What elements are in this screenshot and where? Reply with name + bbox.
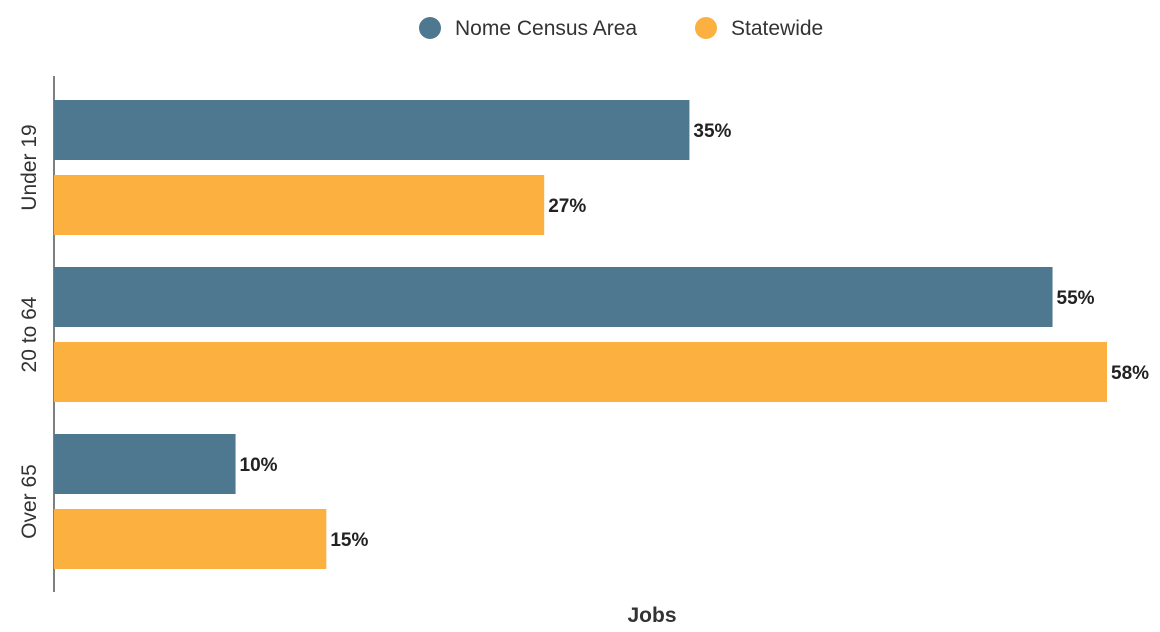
bar-under-19-nome-census-area <box>54 100 690 160</box>
value-labels: 35% 27% 55% 58% 10% 15% <box>240 121 1150 551</box>
bar-over-65-nome-census-area <box>54 434 236 494</box>
bar-under-19-statewide <box>54 175 545 235</box>
category-label-under-19: Under 19 <box>18 124 41 210</box>
legend-label-statewide: Statewide <box>731 17 823 40</box>
category-label-over-65: Over 65 <box>18 464 41 539</box>
legend-marker-nome-census-area <box>419 17 441 39</box>
value-label-20-to-64-statewide: 58% <box>1111 363 1149 384</box>
legend: Nome Census Area Statewide <box>419 17 823 40</box>
legend-label-nome-census-area: Nome Census Area <box>455 17 637 40</box>
bar-over-65-statewide <box>54 509 327 569</box>
value-label-20-to-64-nome-census-area: 55% <box>1057 288 1095 309</box>
x-axis-title: Jobs <box>627 604 676 627</box>
legend-marker-statewide <box>695 17 717 39</box>
category-labels: Under 19 20 to 64 Over 65 <box>18 124 41 539</box>
value-label-over-65-statewide: 15% <box>330 530 368 551</box>
bars <box>54 100 1107 569</box>
value-label-under-19-statewide: 27% <box>548 196 586 217</box>
category-label-20-to-64: 20 to 64 <box>18 296 41 372</box>
bar-20-to-64-statewide <box>54 342 1107 402</box>
bar-20-to-64-nome-census-area <box>54 267 1053 327</box>
value-label-over-65-nome-census-area: 10% <box>240 455 278 476</box>
value-label-under-19-nome-census-area: 35% <box>693 121 731 142</box>
